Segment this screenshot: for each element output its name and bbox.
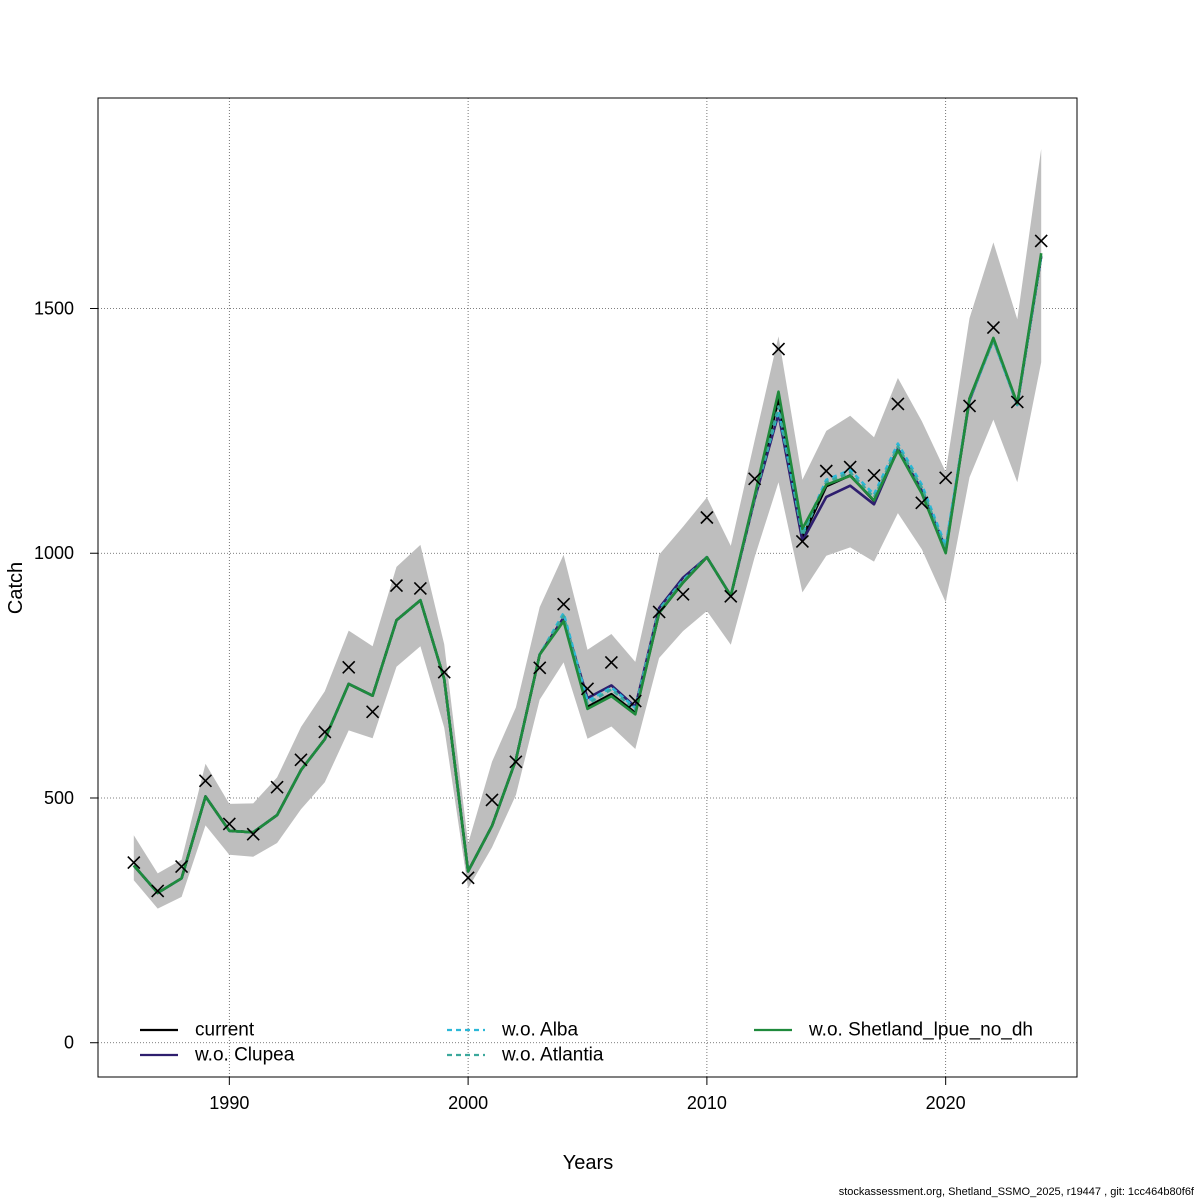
observed-point <box>151 884 165 898</box>
observed-point <box>843 460 857 474</box>
observed-point <box>485 793 499 807</box>
legend-item-w-o-alba: w.o. Alba <box>447 1020 578 1041</box>
observed-point <box>628 694 642 708</box>
observed-point <box>413 581 427 596</box>
observed-point <box>771 342 786 356</box>
observed-point <box>676 587 690 601</box>
legend-item-current: current <box>140 1020 255 1041</box>
x-tick-label: 2020 <box>926 1093 966 1113</box>
observed-point <box>748 472 762 486</box>
observed-point <box>270 780 284 794</box>
legend-item-w-o-atlantia: w.o. Atlantia <box>447 1045 604 1066</box>
footer-credit: stockassessment.org, Shetland_SSMO_2025,… <box>839 1186 1195 1198</box>
legend-label: w.o. Alba <box>501 1020 578 1041</box>
confidence-band-group <box>133 148 1042 909</box>
observed-point <box>294 753 308 767</box>
x-tick-label: 2000 <box>448 1093 488 1113</box>
legend-label: w.o. Shetland_lpue_no_dh <box>808 1020 1033 1041</box>
observed-point <box>533 661 547 675</box>
observed-point <box>604 655 618 669</box>
legend: current w.o. Clupea w.o. Alba w.o. Atlantia… <box>140 1020 1033 1066</box>
observed-point <box>366 705 380 719</box>
observed-point <box>580 682 595 696</box>
axes: 1990 2000 2010 2020 0 500 1000 1500 <box>34 298 966 1113</box>
observed-point <box>222 817 236 831</box>
observed-point <box>915 496 929 510</box>
observed-point <box>175 859 189 874</box>
observed-point <box>939 471 953 485</box>
observed-point <box>867 468 881 482</box>
observed-point <box>557 597 571 611</box>
observed-point <box>342 660 356 674</box>
x-tick-label: 2010 <box>687 1093 727 1113</box>
confidence-band <box>133 148 1042 909</box>
x-tick-label: 1990 <box>209 1093 249 1113</box>
observed-point <box>819 464 833 478</box>
observed-point <box>389 578 404 593</box>
y-tick-label: 1500 <box>34 298 74 318</box>
observed-point <box>461 871 475 885</box>
observed-point <box>246 827 260 841</box>
observed-point <box>127 856 141 870</box>
observed-point <box>962 399 977 413</box>
observed-point <box>1034 234 1048 248</box>
legend-item-w-o-shetland-lpue-no-dh: w.o. Shetland_lpue_no_dh <box>754 1020 1033 1041</box>
legend-label: current <box>195 1020 255 1041</box>
observed-point <box>509 755 523 769</box>
x-axis-title: Years <box>563 1152 613 1174</box>
y-tick-label: 0 <box>64 1033 74 1053</box>
legend-item-w-o-clupea: w.o. Clupea <box>140 1045 295 1066</box>
observed-point <box>437 665 451 679</box>
observed-point <box>700 510 714 525</box>
observed-point <box>724 589 738 603</box>
y-tick-label: 1000 <box>34 543 74 563</box>
observed-points <box>127 234 1048 898</box>
series-lines <box>132 252 1043 895</box>
observed-point <box>198 774 213 788</box>
legend-label: w.o. Clupea <box>194 1045 295 1066</box>
observed-point <box>1010 395 1024 409</box>
observed-point <box>318 725 332 739</box>
observed-point <box>986 321 1000 335</box>
legend-label: w.o. Atlantia <box>501 1045 604 1066</box>
series-line-w-o-shetland-lpue-no-dh <box>132 252 1043 895</box>
observed-point <box>891 397 905 411</box>
observed-point <box>795 534 809 549</box>
plot-frame <box>97 97 1078 1078</box>
observed-point <box>652 605 666 619</box>
y-tick-label: 500 <box>44 788 74 808</box>
y-axis-title: Catch <box>5 562 27 614</box>
